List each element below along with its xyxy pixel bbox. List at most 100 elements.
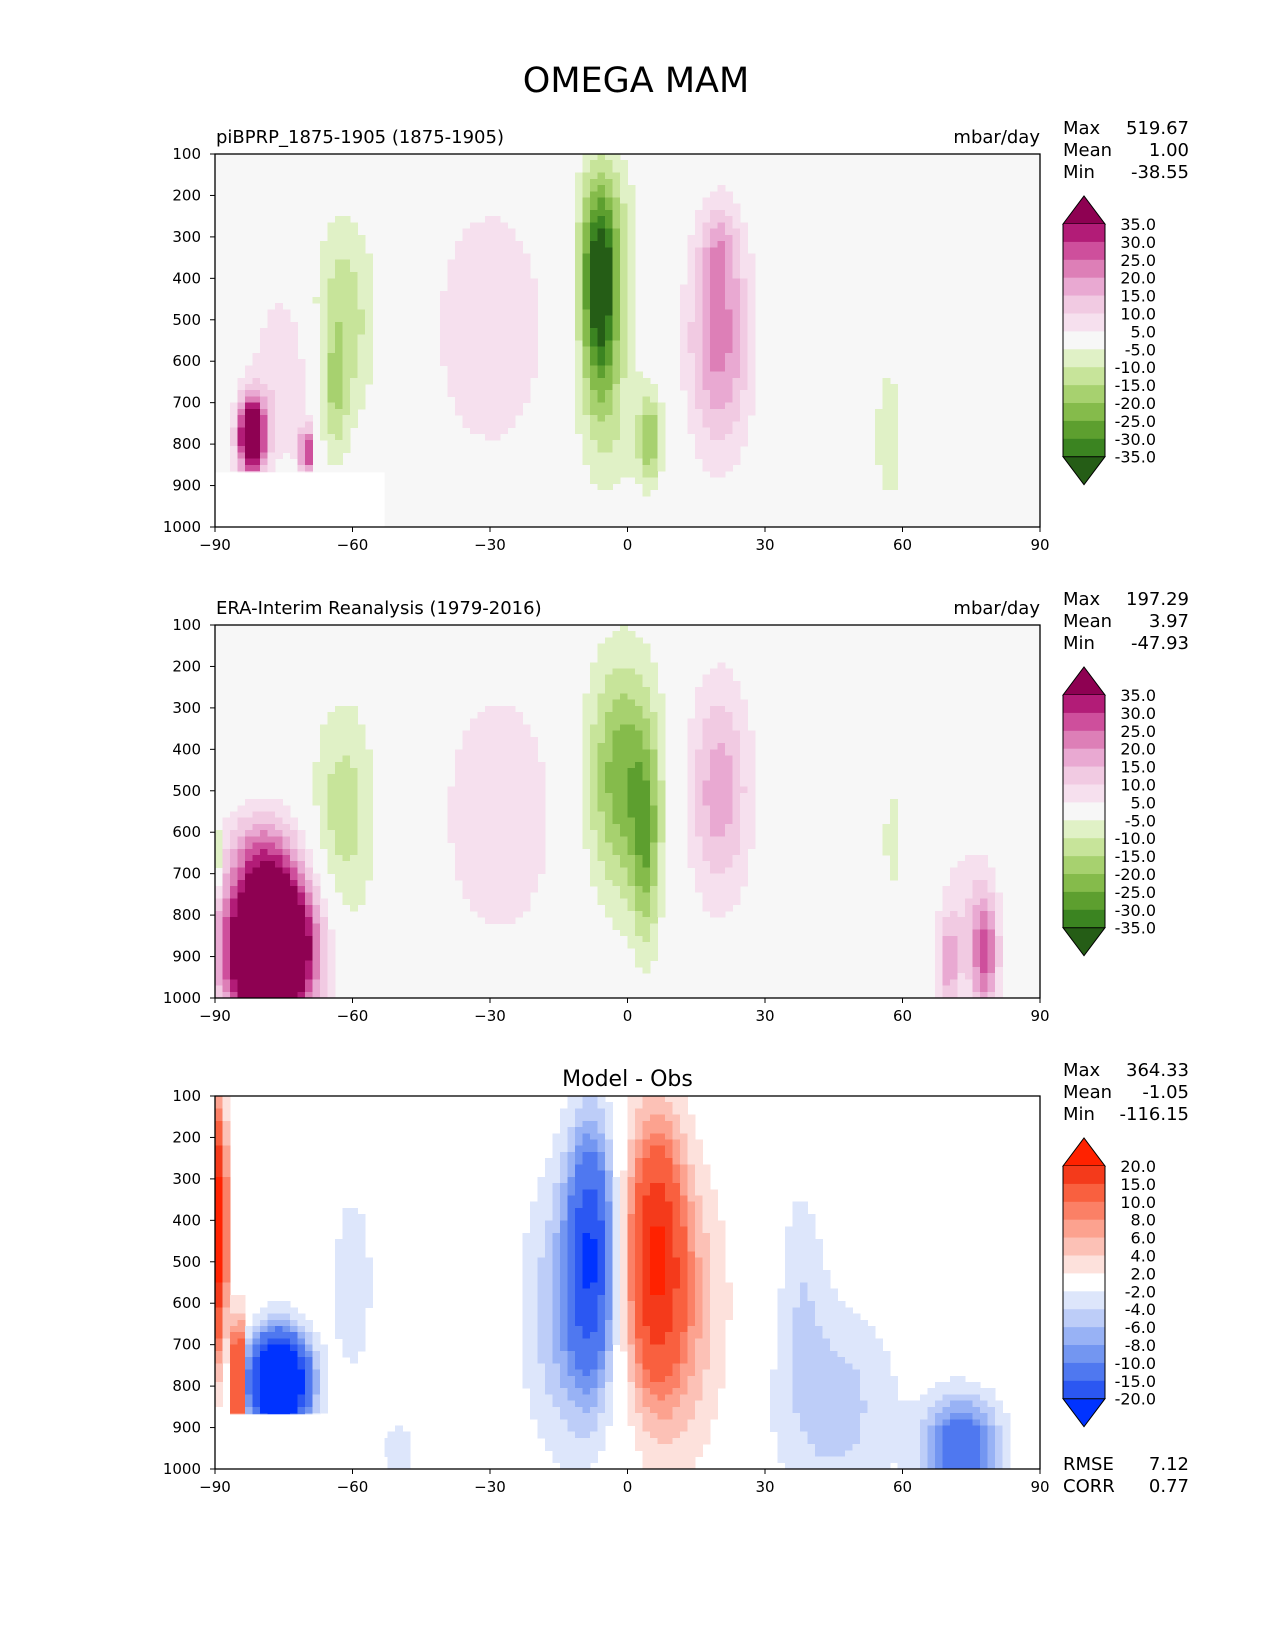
field-cell	[335, 446, 343, 453]
field-cell	[950, 954, 958, 962]
field-cell	[305, 879, 313, 887]
field-cell	[980, 855, 988, 862]
field-cell	[575, 1201, 583, 1209]
field-cell	[702, 805, 711, 812]
field-cell	[687, 1164, 696, 1171]
field-cell	[582, 1108, 591, 1116]
colorbar-label: -30.0	[1115, 901, 1156, 920]
field-cell	[492, 830, 501, 837]
field-cell	[695, 1276, 703, 1283]
field-cell	[635, 823, 643, 831]
field-cell	[282, 402, 291, 410]
field-cell	[492, 241, 501, 248]
field-cell	[237, 439, 246, 447]
field-cell	[515, 730, 523, 738]
field-cell	[702, 705, 711, 713]
field-cell	[335, 873, 343, 881]
field-cell	[710, 780, 718, 788]
field-cell	[650, 755, 658, 763]
field-cell	[627, 427, 636, 435]
field-cell	[500, 724, 508, 732]
field-cell	[650, 873, 658, 881]
field-cell	[642, 699, 651, 707]
field-cell	[597, 191, 606, 198]
field-cell	[725, 222, 733, 229]
field-cell	[597, 861, 606, 868]
field-cell	[650, 935, 658, 943]
field-cell	[747, 259, 756, 267]
field-cell	[612, 817, 621, 825]
field-cell	[470, 328, 478, 335]
field-cell	[642, 917, 651, 924]
field-cell	[492, 315, 501, 323]
field-cell	[800, 1238, 808, 1246]
field-cell	[657, 1251, 666, 1259]
field-cell	[500, 830, 508, 837]
field-cell	[327, 371, 336, 379]
field-cell	[582, 458, 591, 466]
field-cell	[642, 408, 651, 416]
field-cell	[320, 296, 328, 304]
field-cell	[357, 786, 366, 794]
field-cell	[717, 185, 726, 192]
field-cell	[620, 1226, 628, 1234]
field-cell	[650, 1164, 658, 1171]
field-cell	[710, 823, 718, 831]
field-cell	[635, 929, 643, 937]
field-cell	[702, 1189, 711, 1196]
field-cell	[695, 1238, 703, 1246]
field-cell	[695, 446, 703, 453]
field-cell	[695, 296, 703, 304]
colorbar-bin	[1063, 313, 1105, 332]
field-cell	[245, 985, 253, 993]
field-cell	[327, 830, 336, 837]
field-cell	[290, 879, 298, 887]
field-cell	[612, 234, 621, 242]
field-cell	[635, 1232, 643, 1240]
field-cell	[245, 439, 253, 447]
field-cell	[650, 1176, 658, 1184]
field-cell	[792, 1313, 801, 1321]
field-cell	[297, 415, 306, 422]
field-cell	[567, 1313, 576, 1321]
field-cell	[980, 948, 988, 955]
field-cell	[267, 365, 276, 372]
field-cell	[327, 234, 336, 242]
field-cell	[605, 861, 613, 868]
field-cell	[312, 991, 321, 999]
field-cell	[260, 805, 268, 812]
field-cell	[455, 253, 463, 261]
field-cell	[590, 774, 598, 781]
field-cell	[597, 1096, 606, 1103]
field-cell	[357, 861, 366, 868]
field-cell	[582, 346, 591, 354]
field-cell	[650, 471, 658, 478]
field-cell	[725, 1294, 733, 1302]
field-cell	[282, 359, 291, 366]
field-cell	[237, 904, 246, 912]
field-cell	[357, 799, 366, 806]
field-cell	[785, 1232, 793, 1240]
field-cell	[995, 942, 1003, 949]
field-cell	[657, 724, 666, 732]
field-cell	[267, 390, 276, 397]
field-cell	[635, 402, 643, 410]
field-cell	[695, 730, 703, 738]
field-cell	[590, 160, 598, 167]
field-cell	[740, 836, 748, 843]
field-cell	[665, 1313, 673, 1321]
field-cell	[357, 1220, 366, 1227]
colorbar-label: 5.0	[1131, 322, 1156, 341]
field-cell	[635, 960, 643, 968]
field-cell	[687, 1282, 696, 1290]
field-cell	[342, 1282, 351, 1290]
field-cell	[222, 1096, 231, 1103]
field-cell	[710, 427, 718, 435]
field-cell	[882, 830, 891, 837]
field-cell	[635, 1313, 643, 1321]
field-cell	[657, 1183, 666, 1190]
field-cell	[222, 1301, 231, 1308]
field-cell	[282, 954, 291, 962]
field-cell	[545, 1288, 553, 1296]
field-cell	[342, 786, 351, 794]
